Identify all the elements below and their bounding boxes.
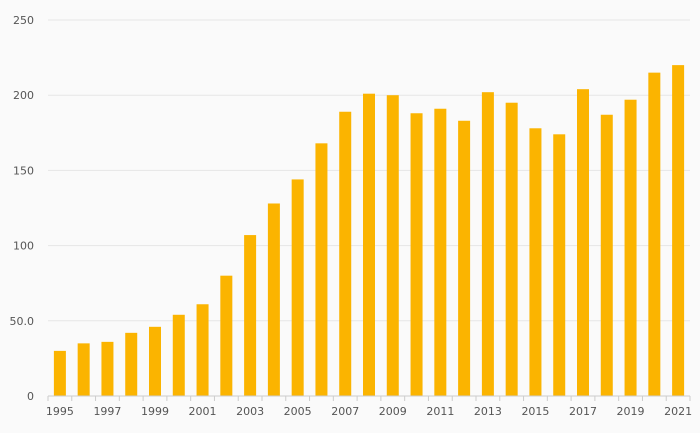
y-tick-label: 250	[13, 14, 34, 27]
bar	[77, 343, 90, 396]
bar	[244, 235, 257, 396]
y-tick-label: 150	[13, 164, 34, 177]
bar	[410, 113, 423, 397]
x-tick-label: 1999	[141, 405, 169, 418]
bar	[196, 304, 209, 396]
bar	[529, 128, 542, 396]
x-axis-labels: 1995 1997 1999 2001 2003 2005 2007 2009 2011 2013…	[46, 405, 692, 418]
bar	[386, 95, 399, 396]
bar	[648, 72, 661, 396]
bar	[339, 111, 352, 396]
x-tick-label: 2015	[521, 405, 549, 418]
bar	[291, 179, 304, 396]
bar	[505, 102, 518, 396]
x-tick-label: 2003	[236, 405, 264, 418]
bar	[172, 314, 185, 396]
bar	[600, 114, 613, 396]
x-tick-label: 2021	[664, 405, 692, 418]
bar	[220, 275, 233, 396]
bar	[267, 203, 280, 396]
x-tick-label: 2011	[426, 405, 454, 418]
x-tick-label: 2001	[189, 405, 217, 418]
bar	[434, 108, 447, 397]
y-tick-label: 50.0	[10, 315, 35, 328]
y-axis-labels: 0 50.0 100 150 200 250	[10, 14, 35, 403]
bar	[125, 332, 138, 396]
x-tick-label: 1997	[93, 405, 121, 418]
x-tick-label: 2005	[284, 405, 312, 418]
x-tick-label: 2013	[474, 405, 502, 418]
bar	[672, 65, 685, 397]
bar	[481, 92, 494, 396]
bar	[553, 134, 566, 396]
bar	[577, 89, 589, 397]
x-axis	[47, 395, 691, 401]
bar	[315, 143, 328, 396]
bar	[149, 326, 161, 396]
x-tick-label: 2007	[331, 405, 359, 418]
y-tick-label: 0	[27, 390, 34, 403]
x-tick-label: 2017	[569, 405, 597, 418]
bar	[363, 93, 375, 397]
bar	[624, 99, 637, 396]
x-tick-label: 2019	[617, 405, 645, 418]
x-tick-label: 2009	[379, 405, 407, 418]
x-tick-label: 1995	[46, 405, 74, 418]
bar	[53, 350, 66, 396]
y-tick-label: 200	[13, 89, 34, 102]
bar	[458, 120, 471, 396]
bars	[53, 65, 685, 397]
y-tick-label: 100	[13, 240, 34, 253]
bar	[101, 341, 114, 396]
